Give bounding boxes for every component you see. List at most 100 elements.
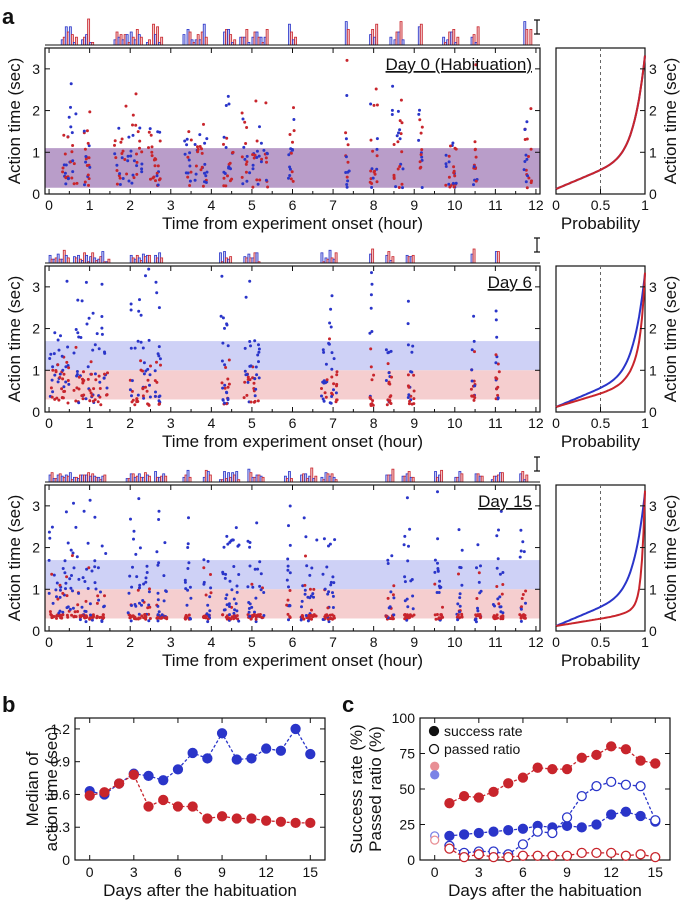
blue-point — [329, 401, 333, 405]
series-point-red — [606, 847, 617, 859]
red-point — [158, 139, 162, 143]
x-tick-label: 8 — [370, 634, 378, 650]
series-point-red — [275, 816, 287, 827]
x-axis-label: Days after the habituation — [103, 881, 297, 900]
red-point — [67, 366, 71, 370]
red-point — [303, 583, 307, 587]
blue-point — [288, 604, 292, 608]
blue-point — [286, 568, 290, 572]
blue-point — [74, 525, 78, 529]
red-point — [157, 402, 161, 406]
blue-point — [228, 605, 231, 608]
y-tick-label: 3 — [32, 279, 40, 295]
blue-point — [100, 326, 104, 330]
red-point — [228, 179, 232, 183]
red-point — [495, 585, 499, 588]
blue-point — [69, 82, 73, 86]
blue-point — [228, 579, 232, 583]
blue-point — [456, 618, 460, 622]
blue-point — [320, 394, 323, 398]
blue-point — [501, 571, 505, 574]
red-point — [251, 185, 255, 189]
hist-bar-red — [229, 256, 233, 264]
red-point — [200, 151, 204, 155]
red-point — [252, 156, 256, 160]
blue-point — [102, 604, 106, 608]
x-tick-label: 15 — [303, 864, 319, 880]
cdf-y-tick-label: 1 — [649, 362, 657, 378]
blue-point — [69, 125, 73, 129]
blue-point — [89, 613, 92, 617]
red-point — [386, 596, 390, 600]
legend-marker — [428, 725, 440, 737]
red-point — [226, 174, 229, 178]
red-point — [63, 152, 67, 156]
red-point — [143, 616, 147, 620]
red-point — [147, 403, 151, 407]
blue-point — [458, 565, 462, 569]
blue-point — [329, 325, 333, 329]
red-point — [141, 387, 145, 391]
red-point — [387, 380, 391, 384]
blue-point — [233, 608, 237, 612]
series-point-red — [517, 772, 529, 783]
blue-point — [51, 365, 55, 369]
red-point — [61, 591, 65, 595]
red-point — [264, 156, 268, 160]
red-point — [159, 616, 162, 620]
blue-point — [205, 612, 209, 616]
red-point — [223, 386, 227, 390]
blue-point — [194, 172, 198, 176]
red-point — [473, 147, 477, 151]
blue-point — [243, 157, 247, 161]
day0-point — [430, 835, 440, 845]
red-point — [87, 156, 91, 160]
blue-point — [405, 496, 409, 500]
blue-point — [262, 148, 266, 152]
blue-point — [387, 350, 391, 354]
blue-point — [97, 347, 101, 351]
red-point — [88, 399, 92, 403]
blue-point — [71, 606, 75, 610]
red-point — [145, 389, 149, 393]
red-point — [66, 615, 70, 619]
red-point — [85, 164, 89, 167]
series-point-blue — [650, 815, 661, 826]
blue-point — [187, 561, 191, 565]
blue-point — [472, 314, 476, 318]
series-point-red — [606, 741, 617, 752]
blue-point — [250, 605, 254, 609]
blue-point — [444, 165, 448, 168]
blue-point — [436, 569, 440, 573]
red-point — [75, 181, 79, 185]
series-point-red — [158, 794, 169, 806]
red-point — [291, 179, 295, 183]
cdf-x-tick-label: 1 — [641, 197, 649, 213]
hist-bar-blue — [101, 251, 105, 264]
red-point — [70, 554, 74, 558]
series-point-red — [261, 815, 272, 826]
blue-point — [100, 619, 104, 623]
blue-point — [495, 335, 499, 339]
blue-point — [411, 344, 415, 348]
red-point — [408, 399, 412, 403]
blue-point — [186, 542, 190, 546]
red-point — [495, 377, 499, 381]
blue-point — [71, 159, 75, 163]
blue-point — [126, 154, 130, 158]
blue-point — [75, 555, 79, 559]
blue-point — [437, 584, 441, 588]
blue-point — [406, 343, 410, 347]
red-point — [529, 107, 533, 111]
series-point-red — [547, 763, 558, 775]
series-point-blue — [158, 775, 169, 786]
red-point — [496, 362, 500, 366]
blue-point — [409, 370, 413, 374]
blue-point — [63, 171, 67, 175]
blue-point — [71, 170, 75, 174]
series-point-blue — [444, 830, 455, 842]
red-point — [132, 176, 136, 180]
red-point — [148, 605, 152, 609]
red-point — [330, 391, 334, 395]
